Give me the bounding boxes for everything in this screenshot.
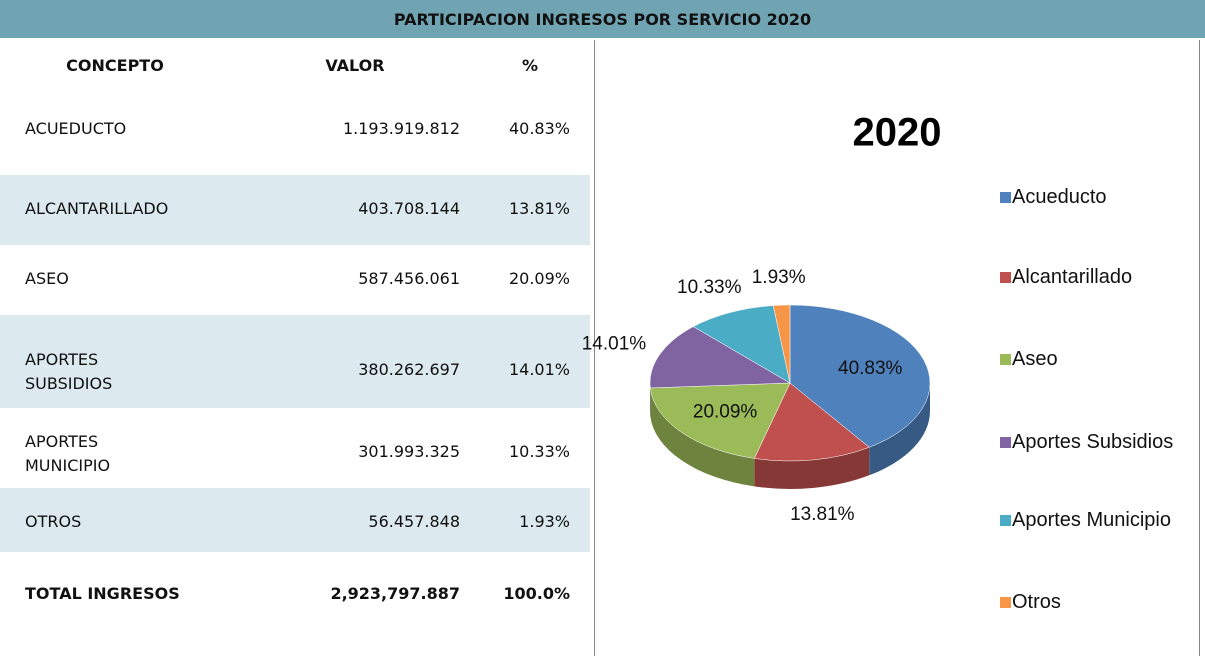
chart-title: 2020 xyxy=(853,111,942,155)
legend-label: Aseo xyxy=(1012,348,1058,370)
value-cell: 56.457.848 xyxy=(368,512,460,531)
percent-cell: 20.09% xyxy=(508,269,570,288)
pie-side xyxy=(754,447,870,489)
percent-cell: 13.81% xyxy=(508,199,570,218)
header-cell: CONCEPTO xyxy=(66,56,164,75)
legend-swatch xyxy=(1000,515,1011,526)
legend-label: Acueducto xyxy=(1012,186,1107,208)
table-title: PARTICIPACION INGRESOS POR SERVICIO 2020 xyxy=(0,0,1205,40)
percent-cell: 14.01% xyxy=(508,360,570,379)
table: CONCEPTO VALOR% ACUEDUCTO 1.193.919.812 40.8… xyxy=(0,40,590,656)
pie-slice xyxy=(692,305,791,384)
legend-label: Aportes Subsidios xyxy=(1012,431,1174,453)
legend-label: Aportes Municipio xyxy=(1012,509,1171,531)
value-cell: 403.708.144 xyxy=(358,199,460,218)
legend-swatch xyxy=(1000,597,1011,608)
concept-cell: ACUEDUCTO xyxy=(25,119,127,138)
legend-label: Otros xyxy=(1012,591,1061,613)
table-row: TOTAL INGRESOS 2,923,797.887 100.0% xyxy=(0,552,590,656)
legend-swatch xyxy=(1000,192,1011,203)
header-cell: VALOR xyxy=(325,56,385,75)
pie-slice xyxy=(650,382,791,459)
value-cell: 380.262.697 xyxy=(358,360,460,379)
pie-slice xyxy=(789,304,931,448)
data-label: 14.01% xyxy=(582,334,647,355)
pie-slice xyxy=(649,326,791,389)
percent-cell: 40.83% xyxy=(508,119,570,138)
percent-cell: 1.93% xyxy=(519,512,570,531)
concept-cell: OTROS xyxy=(25,512,82,531)
data-label: 20.09% xyxy=(693,402,758,423)
concept-cell: APORTES MUNICIPIO xyxy=(25,432,111,475)
value-cell: 2,923,797.887 xyxy=(330,584,460,603)
concept-cell: APORTES SUBSIDIOS xyxy=(25,350,113,393)
table-row: OTROS 56.457.848 1.93% xyxy=(0,488,590,553)
legend-swatch xyxy=(1000,272,1011,283)
data-label: 13.81% xyxy=(790,504,855,525)
value-cell: 301.993.325 xyxy=(358,442,460,461)
percent-cell: 100.0% xyxy=(503,584,570,603)
chart-box xyxy=(594,40,1200,656)
pie-side xyxy=(869,383,930,476)
table-row: APORTES SUBSIDIOS 380.262.697 14.01% xyxy=(0,315,590,409)
pie-slice xyxy=(753,382,870,462)
concept-cell: TOTAL INGRESOS xyxy=(25,584,180,603)
value-cell: 587.456.061 xyxy=(358,269,460,288)
data-label: 10.33% xyxy=(677,277,742,298)
header-cell: % xyxy=(521,56,539,75)
legend-label: Alcantarillado xyxy=(1012,266,1133,288)
legend-swatch xyxy=(1000,437,1011,448)
concept-cell: ALCANTARILLADO xyxy=(25,199,169,218)
data-label: 40.83% xyxy=(838,358,903,379)
pie-slice xyxy=(772,304,791,384)
value-cell: 1.193.919.812 xyxy=(342,119,460,138)
percent-cell: 10.33% xyxy=(508,442,570,461)
pie-side xyxy=(650,387,755,487)
table-row: APORTES MUNICIPIO 301.993.325 10.33% xyxy=(0,408,590,489)
concept-cell: ASEO xyxy=(25,269,69,288)
legend-swatch xyxy=(1000,354,1011,365)
data-label: 1.93% xyxy=(752,267,806,288)
